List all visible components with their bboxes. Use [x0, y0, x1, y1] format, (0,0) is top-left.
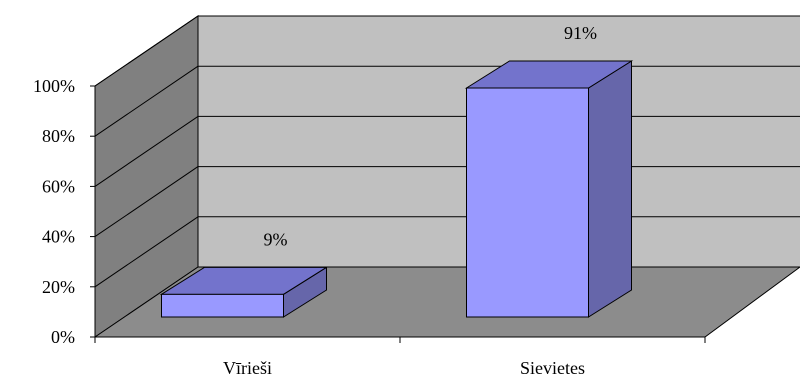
axes: [90, 85, 706, 343]
gridline-side: [94, 65, 199, 137]
y-tick-label: 0%: [51, 327, 75, 347]
data-label: 91%: [564, 23, 597, 43]
y-tick-labels: 0% 20% 40% 60% 80% 100%: [33, 76, 75, 347]
y-tick-label: 80%: [42, 126, 75, 146]
y-tick-label: 20%: [42, 277, 75, 297]
gridline-side: [94, 115, 199, 187]
data-labels: 9% 91%: [264, 23, 598, 249]
bar-front: [161, 293, 284, 318]
gridline-side: [94, 166, 199, 238]
data-label: 9%: [264, 229, 288, 249]
bar-side: [588, 60, 632, 318]
y-tick-label: 40%: [42, 227, 75, 247]
y-tick-label: 60%: [42, 176, 75, 196]
gridline-side: [94, 216, 199, 288]
x-tick-labels: Vīrieši Sievietes: [223, 358, 585, 378]
x-tick-label: Vīrieši: [223, 358, 272, 378]
bars: [159, 60, 634, 318]
bar: [464, 60, 634, 318]
bar-front: [466, 87, 589, 318]
x-tick-label: Sievietes: [520, 358, 585, 378]
gridline-side: [94, 15, 199, 87]
bar: [159, 266, 329, 318]
y-tick-label: 100%: [33, 76, 75, 96]
